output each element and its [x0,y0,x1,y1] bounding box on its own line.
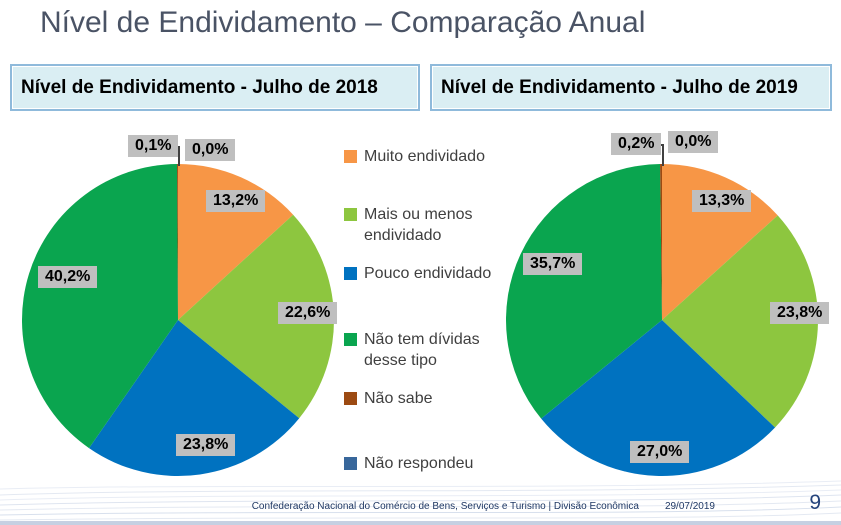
legend-label: Mais ou menos endividado [364,206,473,244]
chart-title-2018: Nível de Endividamento - Julho de 2018 [10,64,420,111]
legend-swatch-icon [344,150,357,163]
pie-data-label-nao-respondeu: 0,0% [668,131,719,153]
legend-item-nao-respondeu: Não respondeu [344,453,506,474]
pie-data-label-muito-endividado: 13,3% [692,190,752,212]
legend-item-pouco-endividado: Pouco endividado [344,263,506,284]
legend-item-nao-tem-dividas-desse-tipo: Não tem dívidas desse tipo [344,329,506,371]
pie-slice-nao-tem-dividas-desse-tipo [21,164,178,449]
footer-org-text: Confederação Nacional do Comércio de Ben… [251,501,639,512]
legend-item-nao-sabe: Não sabe [344,388,506,409]
pie-data-label-nao-respondeu: 0,0% [185,139,236,161]
pie-data-label-nao-sabe: 0,2% [611,133,662,155]
legend-label: Não respondeu [364,455,474,472]
pie-chart-2018-svg [21,163,335,476]
legend-label: Não sabe [364,390,433,407]
pie-slice-mais-ou-menos-endividado [178,214,335,419]
pie-data-label-pouco-endividado: 23,8% [176,434,236,456]
legend-swatch-icon [344,267,357,280]
pie-slice-mais-ou-menos-endividado [662,215,819,428]
pie-slice-nao-sabe [177,163,178,320]
footer-swirl-decoration [0,480,841,521]
legend-item-muito-endividado: Muito endividado [344,146,506,167]
pie-data-label-nao-sabe: 0,1% [128,135,179,157]
slide-title: Nível de Endividamento – Comparação Anua… [40,6,646,39]
legend-label: Muito endividado [364,148,485,165]
pie-slice-pouco-endividado [89,320,300,476]
chart-legend: Muito endividado Mais ou menos endividado… [344,146,506,474]
pie-data-label-mais-ou-menos-endividado: 22,6% [278,302,338,324]
pie-chart-2019-svg [506,163,819,476]
legend-label: Não tem dívidas desse tipo [364,331,480,369]
legend-swatch-icon [344,208,357,221]
pie-data-label-nao-tem-dividas-desse-tipo: 35,7% [523,253,583,275]
slide-footer: Confederação Nacional do Comércio de Ben… [252,501,715,512]
legend-swatch-icon [344,457,357,470]
legend-item-mais-ou-menos-endividado: Mais ou menos endividado [344,204,506,246]
bottom-edge-band [0,521,841,525]
pie-data-label-mais-ou-menos-endividado: 23,8% [770,302,830,324]
chart-title-2019: Nível de Endividamento - Julho de 2019 [430,64,832,111]
pie-data-label-pouco-endividado: 27,0% [630,441,690,463]
page-number: 9 [809,491,821,514]
pie-slice-nao-sabe [660,163,662,320]
pie-chart-2018: 13,2% 22,6% 23,8% 40,2% 0,1% 0,0% [20,135,338,478]
pie-data-label-muito-endividado: 13,2% [206,190,266,212]
pie-slice-pouco-endividado [541,320,776,476]
footer-date: 29/07/2019 [664,501,715,512]
pie-chart-2019: 13,3% 23,8% 27,0% 35,7% 0,2% 0,0% [503,131,830,478]
legend-swatch-icon [344,392,357,405]
pie-slice-nao-tem-dividas-desse-tipo [506,164,662,419]
legend-label: Pouco endividado [364,265,492,282]
legend-swatch-icon [344,333,357,346]
pie-data-label-nao-tem-dividas-desse-tipo: 40,2% [38,266,98,288]
